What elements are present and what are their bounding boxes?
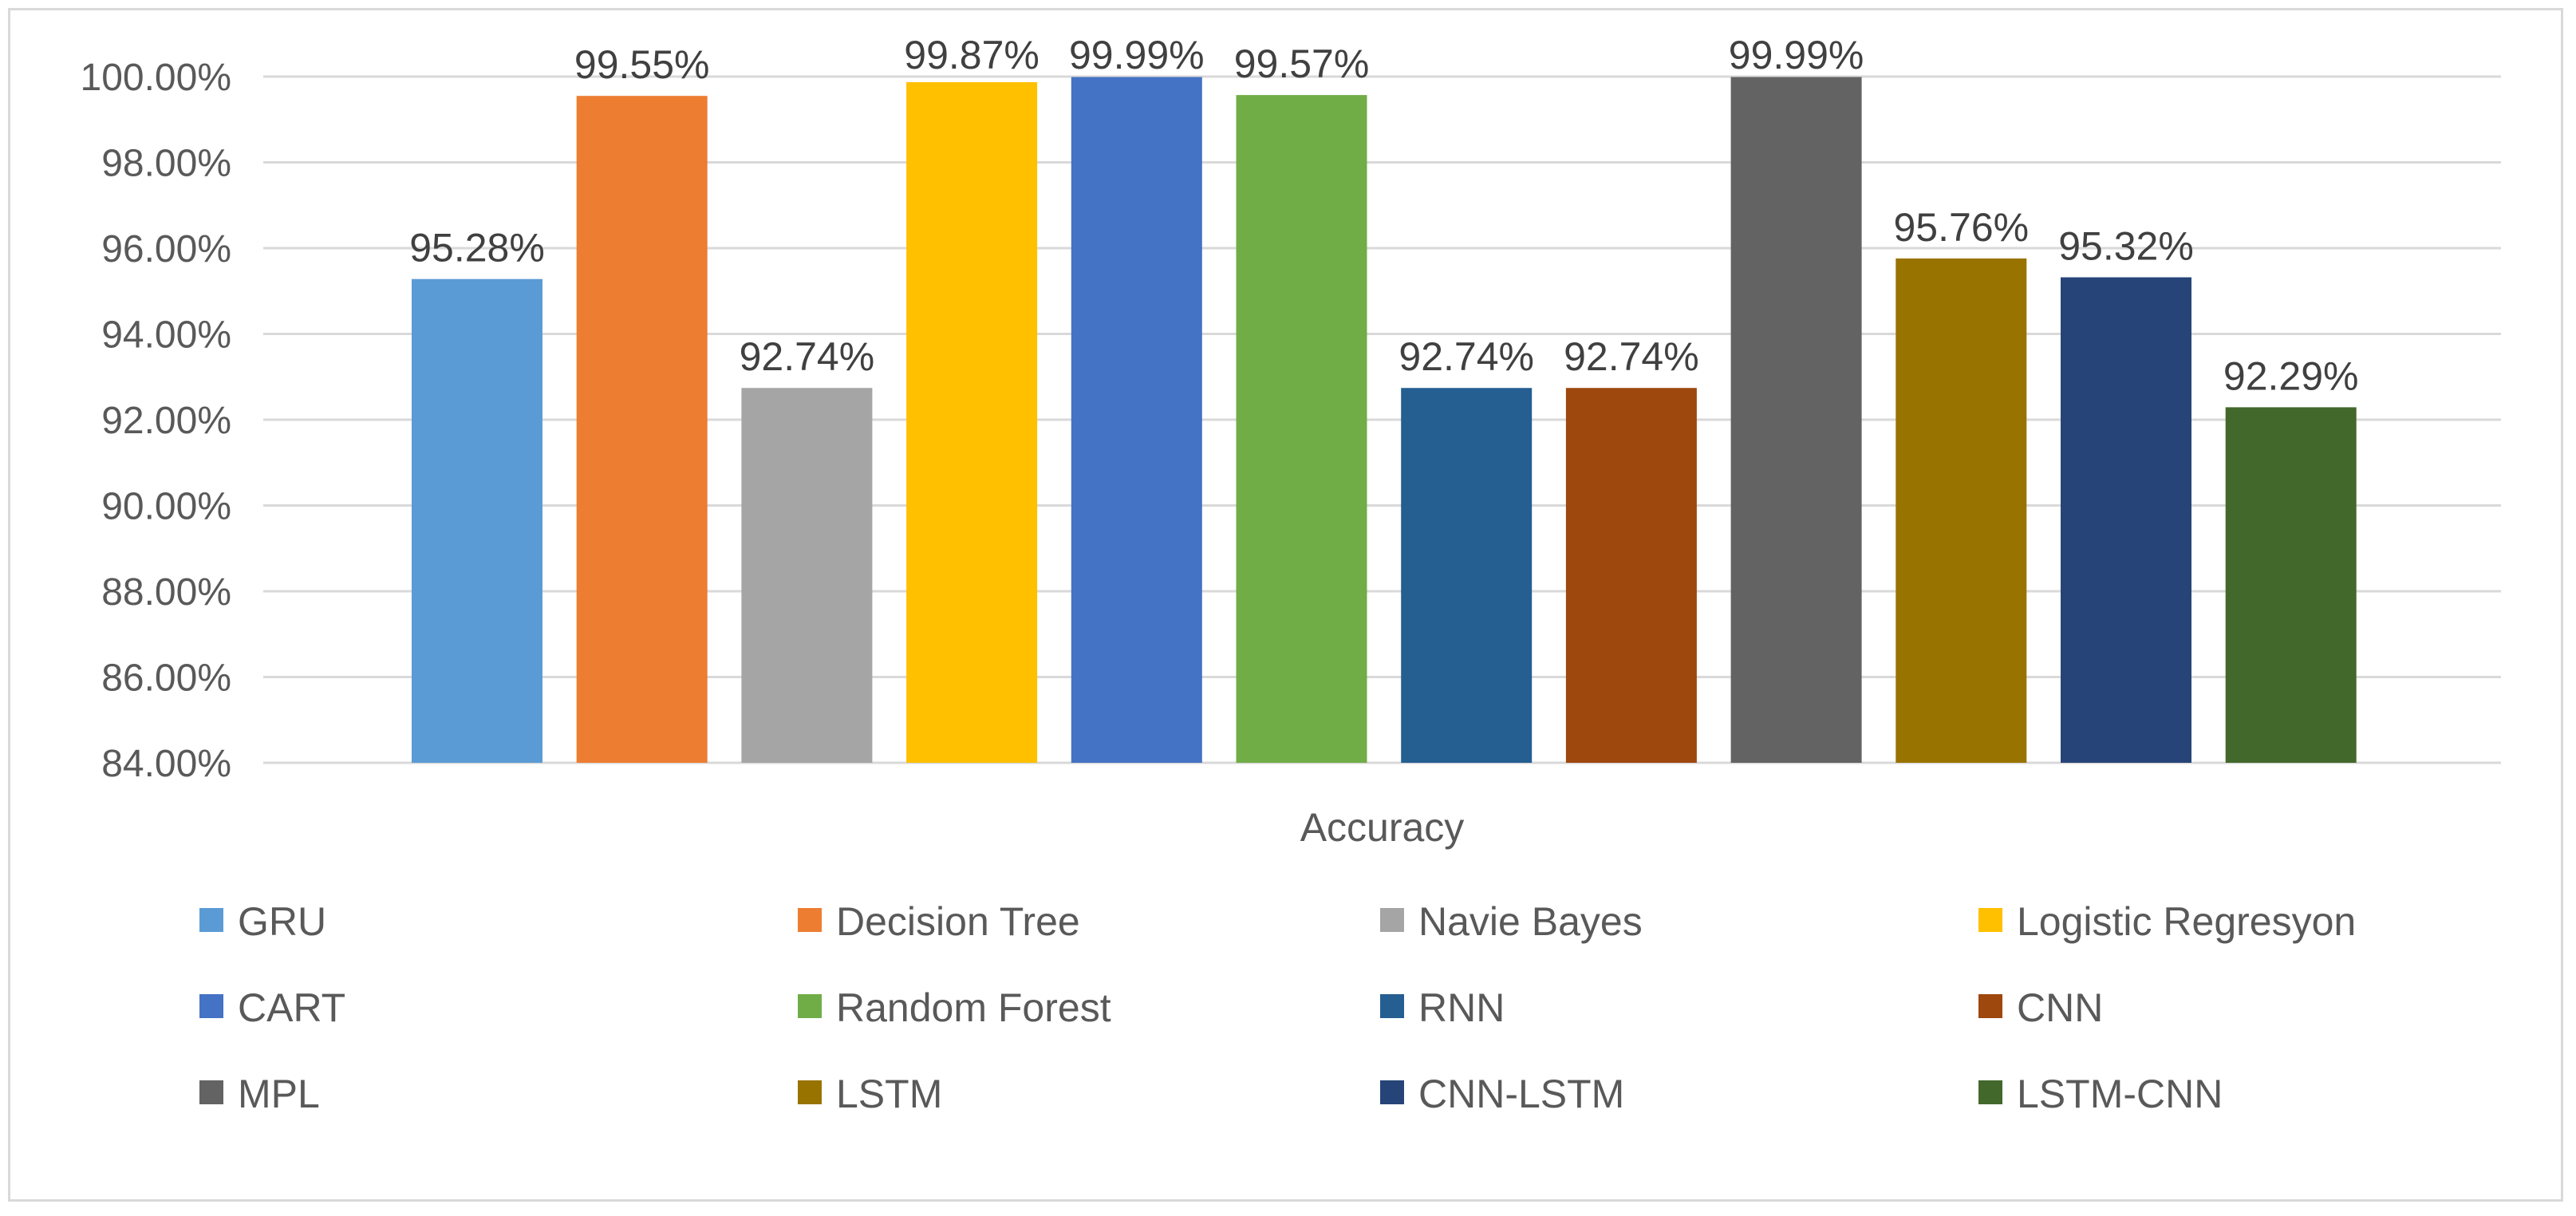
bar-gru	[412, 278, 542, 763]
bar-rnn	[1401, 388, 1533, 763]
y-tick-label: 86.00%	[101, 657, 231, 700]
data-label: 92.74%	[740, 334, 875, 379]
legend-item: GRU	[199, 899, 326, 944]
bar-cnn	[1565, 388, 1697, 763]
legend-label: CART	[238, 985, 345, 1030]
y-tick-label: 98.00%	[101, 143, 231, 185]
data-label: 92.29%	[2223, 353, 2359, 398]
y-tick-label: 100.00%	[81, 57, 232, 99]
legend-swatch	[1380, 994, 1404, 1018]
y-tick-label: 96.00%	[101, 228, 231, 270]
bar-lstm	[1896, 258, 2027, 763]
legend-swatch	[798, 908, 822, 932]
legend-swatch	[798, 994, 822, 1018]
legend-swatch	[199, 908, 223, 932]
data-label: 95.32%	[2058, 224, 2194, 269]
y-axis-ticks: 84.00% 86.00% 88.00% 90.00% 92.00% 94.00% 96.0…	[81, 57, 232, 785]
legend-label: GRU	[238, 899, 326, 944]
y-tick-label: 92.00%	[101, 400, 231, 442]
legend-label: LSTM	[836, 1072, 942, 1116]
legend-item: Random Forest	[798, 985, 1111, 1030]
bar-logistic-regresyon	[906, 81, 1038, 764]
legend-item: Decision Tree	[798, 899, 1080, 944]
legend-label: CNN-LSTM	[1418, 1072, 1624, 1116]
legend-swatch	[199, 994, 223, 1018]
legend-label: Decision Tree	[836, 899, 1080, 944]
data-label: 99.57%	[1234, 41, 1370, 86]
bar-lstm-cnn	[2225, 407, 2357, 763]
legend-swatch	[199, 1080, 223, 1104]
legend-item: MPL	[199, 1072, 320, 1116]
data-label: 99.55%	[574, 42, 710, 87]
bar-decision-tree	[576, 96, 708, 763]
legend-item: CNN	[1978, 985, 2103, 1030]
bars	[412, 77, 2357, 764]
legend-swatch	[798, 1080, 822, 1104]
y-tick-label: 84.00%	[101, 743, 231, 785]
y-tick-label: 90.00%	[101, 486, 231, 528]
legend-label: Random Forest	[836, 985, 1111, 1030]
bar-navie-bayes	[741, 388, 873, 763]
legend-label: MPL	[238, 1072, 320, 1116]
legend-label: Logistic Regresyon	[2017, 899, 2356, 944]
bar-mpl	[1730, 77, 1862, 764]
legend-swatch	[1978, 994, 2002, 1018]
data-label: 95.28%	[409, 226, 545, 270]
data-label: 99.87%	[904, 33, 1039, 77]
data-label: 95.76%	[1894, 205, 2030, 250]
legend-item: Navie Bayes	[1380, 899, 1643, 944]
legend: GRU Decision Tree Navie Bayes Logistic Regr…	[199, 899, 2356, 1116]
legend-item: CART	[199, 985, 345, 1030]
data-label: 92.74%	[1398, 334, 1534, 379]
legend-item: RNN	[1380, 985, 1505, 1030]
data-labels: 95.28% 99.55% 92.74% 99.87% 99.99% 99.57% 92.7…	[409, 33, 2358, 398]
y-tick-label: 88.00%	[101, 571, 231, 614]
legend-item: Logistic Regresyon	[1978, 899, 2356, 944]
bar-cnn-lstm	[2061, 277, 2191, 763]
legend-item: LSTM-CNN	[1978, 1072, 2223, 1116]
y-tick-label: 94.00%	[101, 314, 231, 357]
legend-swatch	[1380, 1080, 1404, 1104]
legend-swatch	[1978, 1080, 2002, 1104]
data-label: 99.99%	[1069, 33, 1205, 77]
legend-swatch	[1978, 908, 2002, 932]
x-axis-title: Accuracy	[1300, 805, 1465, 850]
legend-label: Navie Bayes	[1418, 899, 1643, 944]
legend-item: LSTM	[798, 1072, 942, 1116]
legend-label: LSTM-CNN	[2017, 1072, 2223, 1116]
bar-random-forest	[1236, 95, 1367, 764]
data-label: 92.74%	[1564, 334, 1699, 379]
bar-cart	[1071, 77, 1202, 764]
legend-label: RNN	[1418, 985, 1505, 1030]
legend-item: CNN-LSTM	[1380, 1072, 1624, 1116]
legend-swatch	[1380, 908, 1404, 932]
legend-label: CNN	[2017, 985, 2103, 1030]
data-label: 99.99%	[1729, 33, 1864, 77]
